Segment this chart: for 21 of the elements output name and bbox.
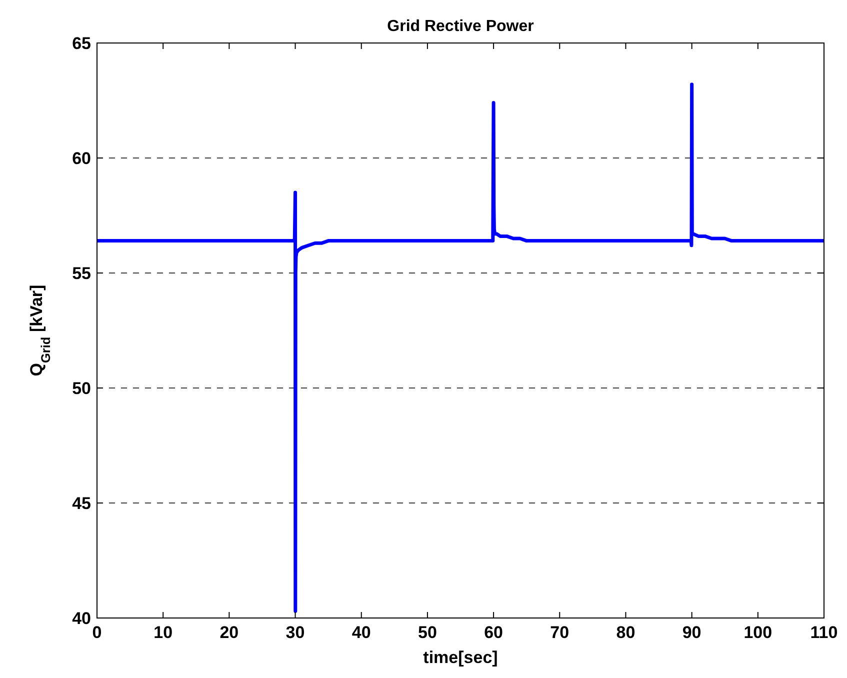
- x-tick-label: 80: [616, 623, 636, 642]
- x-tick-label: 30: [286, 623, 305, 642]
- x-tick-label: 100: [744, 623, 772, 642]
- x-tick-label: 70: [550, 623, 570, 642]
- x-tick-label: 20: [220, 623, 239, 642]
- x-tick-label: 60: [484, 623, 504, 642]
- y-tick-label: 60: [72, 149, 91, 168]
- x-tick-label: 50: [418, 623, 437, 642]
- x-tick-label: 90: [682, 623, 702, 642]
- y-tick-label: 40: [72, 609, 91, 628]
- x-axis-title: time[sec]: [423, 648, 498, 667]
- x-tick-label: 110: [810, 623, 838, 642]
- x-tick-label: 10: [154, 623, 173, 642]
- line-series: [97, 82, 824, 613]
- y-tick-label: 45: [72, 494, 91, 513]
- x-tick-label: 0: [92, 623, 102, 642]
- chart-title: Grid Rective Power: [387, 18, 534, 35]
- x-tick-label: 40: [352, 623, 371, 642]
- y-tick-label: 65: [72, 34, 91, 53]
- y-tick-label: 50: [72, 379, 91, 398]
- y-tick-label: 55: [72, 264, 91, 283]
